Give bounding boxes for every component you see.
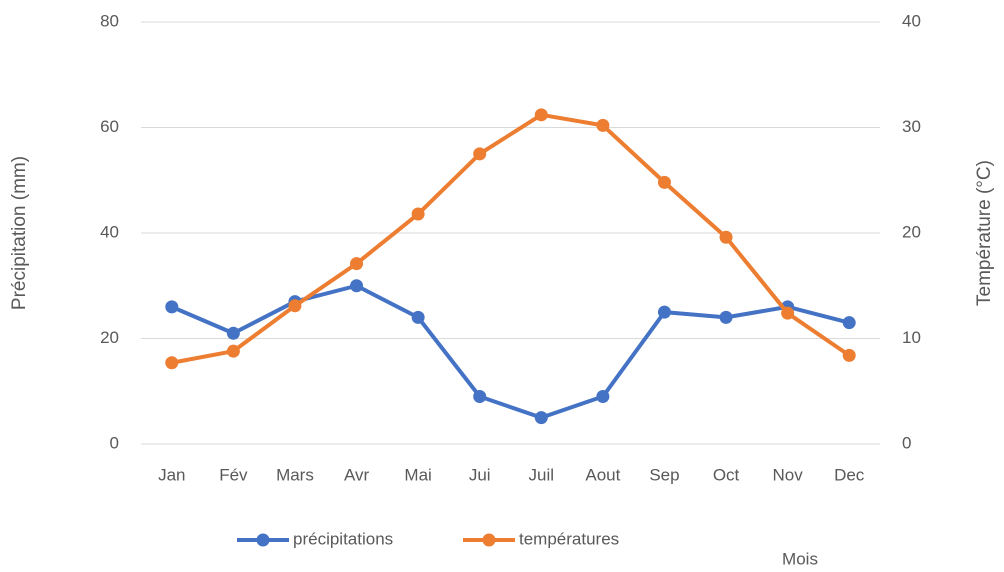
legend-label: températures xyxy=(519,529,619,548)
y-tick-label: 20 xyxy=(100,328,119,347)
data-point xyxy=(473,390,487,404)
series-line xyxy=(171,112,851,365)
x-tick-label: Jan xyxy=(158,465,185,484)
data-point xyxy=(781,306,795,320)
x-tick-label: Jui xyxy=(469,465,491,484)
data-point xyxy=(411,207,425,221)
x-tick-label: Sep xyxy=(649,465,679,484)
x-tick-label: Dec xyxy=(834,465,865,484)
data-point xyxy=(350,257,364,271)
x-tick-label: Mars xyxy=(276,465,314,484)
data-point xyxy=(534,108,548,122)
data-point xyxy=(226,326,240,340)
x-tick-label: Mai xyxy=(404,465,431,484)
series-line xyxy=(171,283,850,420)
x-tick-label: Aout xyxy=(585,465,620,484)
data-point xyxy=(165,300,179,314)
x-tick-label: Fév xyxy=(219,465,248,484)
data-point xyxy=(165,356,179,370)
legend-marker xyxy=(482,533,496,547)
data-point xyxy=(842,316,856,330)
data-point xyxy=(842,348,856,362)
y-tick-label: 60 xyxy=(100,117,119,136)
y2-tick-label: 20 xyxy=(902,222,921,241)
data-point xyxy=(226,344,240,358)
x-axis-title: Mois xyxy=(782,549,818,568)
y-tick-label: 80 xyxy=(100,11,119,30)
data-point xyxy=(534,411,548,425)
y2-tick-label: 10 xyxy=(902,328,921,347)
y-axis-title: Précipitation (mm) xyxy=(9,156,30,310)
x-tick-label: Avr xyxy=(344,465,370,484)
y-tick-label: 40 xyxy=(100,222,119,241)
x-tick-label: Juil xyxy=(529,465,555,484)
data-point xyxy=(719,310,733,324)
data-point xyxy=(657,305,671,319)
y2-tick-label: 30 xyxy=(902,117,921,136)
y2-axis-title: Température (°C) xyxy=(974,160,995,306)
data-point xyxy=(411,310,425,324)
y2-tick-label: 0 xyxy=(902,433,911,452)
data-point xyxy=(719,230,733,244)
legend-label: précipitations xyxy=(293,529,393,548)
data-point xyxy=(473,147,487,161)
legend-marker xyxy=(256,533,270,547)
data-point xyxy=(288,299,302,313)
x-tick-label: Oct xyxy=(713,465,740,484)
data-point xyxy=(350,279,364,293)
y-tick-label: 0 xyxy=(110,433,119,452)
x-tick-label: Nov xyxy=(773,465,804,484)
y2-tick-label: 40 xyxy=(902,11,921,30)
data-point xyxy=(596,390,610,404)
data-point xyxy=(657,175,671,189)
data-point xyxy=(596,118,610,132)
